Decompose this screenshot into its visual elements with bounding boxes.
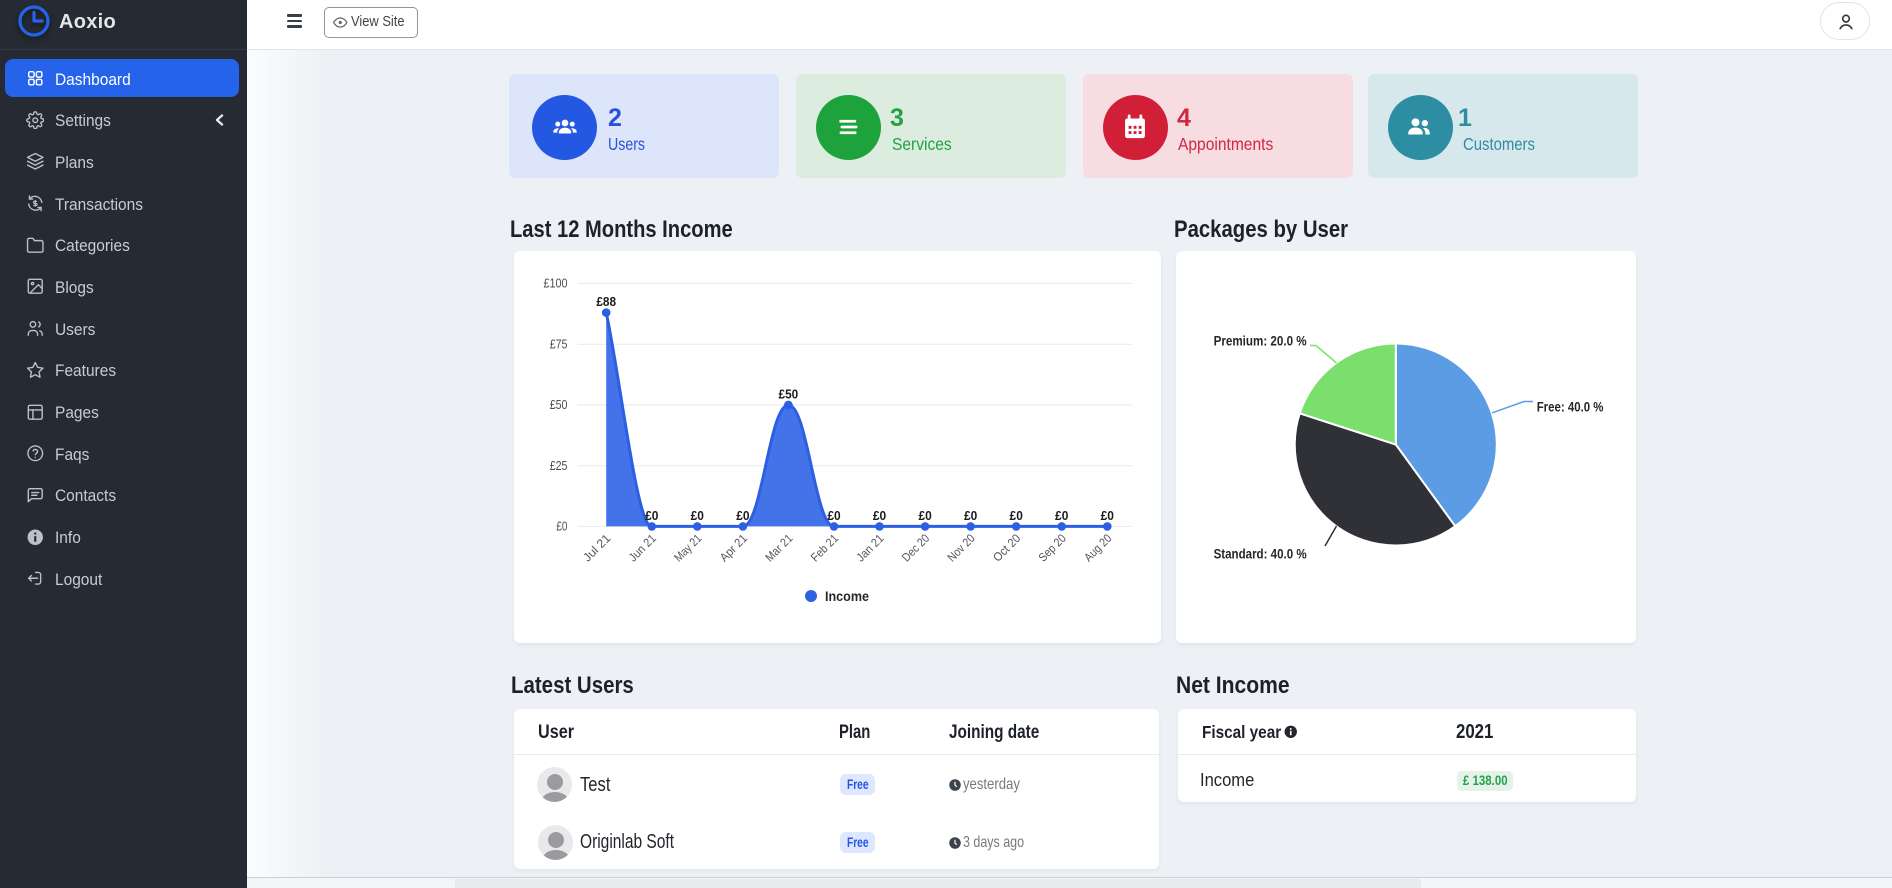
- svg-text:Jun 21: Jun 21: [626, 531, 659, 564]
- svg-text:May 21: May 21: [671, 531, 704, 564]
- svg-text:Apr 21: Apr 21: [717, 531, 750, 564]
- svg-text:Income: Income: [825, 588, 869, 604]
- svg-text:Dec 20: Dec 20: [899, 531, 932, 564]
- svg-text:£0: £0: [556, 520, 567, 534]
- svg-text:Jan 21: Jan 21: [853, 531, 886, 564]
- svg-text:£100: £100: [544, 277, 568, 291]
- svg-text:Oct 20: Oct 20: [990, 531, 1023, 564]
- svg-text:£75: £75: [550, 338, 568, 352]
- svg-text:Feb 21: Feb 21: [808, 531, 841, 564]
- svg-text:Nov 20: Nov 20: [944, 531, 977, 564]
- svg-text:£0: £0: [691, 508, 704, 523]
- svg-text:£0: £0: [645, 508, 658, 523]
- svg-text:Standard: 40.0 %: Standard: 40.0 %: [1214, 547, 1307, 562]
- svg-text:£0: £0: [736, 508, 749, 523]
- svg-text:Aug 20: Aug 20: [1081, 531, 1114, 564]
- svg-text:£0: £0: [964, 508, 977, 523]
- svg-text:£0: £0: [873, 508, 886, 523]
- svg-text:£25: £25: [550, 459, 568, 473]
- svg-text:£0: £0: [1010, 508, 1023, 523]
- svg-text:£88: £88: [596, 294, 616, 309]
- svg-text:£0: £0: [1055, 508, 1068, 523]
- svg-text:£0: £0: [1101, 508, 1114, 523]
- svg-text:£0: £0: [827, 508, 840, 523]
- svg-text:£50: £50: [779, 386, 799, 401]
- svg-text:Mar 21: Mar 21: [762, 531, 795, 564]
- svg-text:Free: 40.0 %: Free: 40.0 %: [1537, 400, 1604, 415]
- svg-text:£0: £0: [918, 508, 931, 523]
- svg-text:Jul 21: Jul 21: [580, 531, 613, 564]
- svg-text:Sep 20: Sep 20: [1036, 531, 1069, 564]
- svg-text:£50: £50: [550, 398, 568, 412]
- svg-text:Premium: 20.0 %: Premium: 20.0 %: [1214, 333, 1307, 348]
